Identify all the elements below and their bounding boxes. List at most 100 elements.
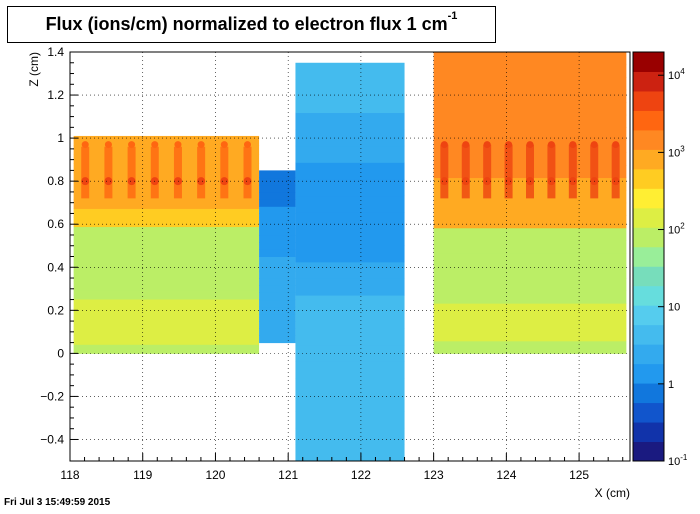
heatmap-cells [73,52,627,462]
heat-cell [259,328,296,336]
x-tick-label: 121 [278,468,298,482]
heat-cell [73,308,260,318]
heat-cell [433,265,627,279]
colorbar-swatch [633,168,664,189]
heat-cell [73,244,260,255]
hotspot [611,177,620,186]
hotspot [590,141,598,149]
x-axis-label: X (cm) [595,486,630,500]
heat-cell [433,64,627,78]
colorbar-swatch [633,71,664,92]
heat-cell [295,162,405,180]
hotspot [197,141,205,149]
heat-cell [295,62,405,80]
colorbar: 10-1 1 10 102 103 104 [632,51,688,468]
heat-cell [73,163,260,173]
heat-cell [73,145,260,155]
heat-cell [433,114,627,128]
y-tick-label: 0 [57,346,64,360]
heat-cell [295,212,405,230]
hotspot [568,177,577,186]
heat-cell [295,427,405,445]
y-tick-label: −0.2 [40,389,64,403]
hotspot [483,177,492,186]
heat-cell [295,228,405,246]
chart-title-text: Flux (ions/cm) normalized to electron fl… [45,14,448,34]
heat-cell [295,112,405,130]
x-tick-label: 118 [60,468,79,482]
hotspot [612,141,620,149]
hotspot [243,177,252,186]
colorbar-border [632,51,665,462]
y-tick-label: 1.4 [47,45,64,59]
heat-cell [295,178,405,197]
hotspot-column [150,146,159,199]
region-right-wall [433,52,627,354]
colorbar-swatch [633,383,664,404]
heat-cell [259,170,296,179]
heat-cell [73,253,260,264]
heat-cell [73,154,260,164]
colorbar-tick-label: 10-1 [668,453,688,468]
hotspot-column [504,144,513,199]
timestamp-footer: Fri Jul 3 15:49:59 2015 [4,497,111,508]
region-central-strip [295,62,405,462]
heat-cell [433,278,627,292]
heat-cell [295,79,405,97]
hotspot [173,177,182,186]
hotspot-column [547,144,556,199]
heat-cell [73,326,260,336]
colorbar-swatch [633,402,664,423]
heat-cell [295,394,405,412]
heat-cell [259,177,296,186]
heat-cell [259,199,296,207]
heat-cell [259,220,296,229]
colorbar-tick-label: 103 [668,144,685,159]
heat-cell [295,145,405,163]
hotspot [547,141,555,149]
heat-cell [259,313,296,322]
hotspot-column [173,146,182,199]
colorbar-swatch [633,441,664,462]
heat-cell [73,344,260,354]
region-left-wall [73,135,260,354]
hotspot-column [197,146,206,199]
heat-cell [259,213,296,222]
y-tick-label: 0.4 [47,260,64,274]
x-tick-label: 119 [133,468,152,482]
hotspot [174,141,182,149]
heat-cell [295,411,405,429]
chart-title: Flux (ions/cm) normalized to electron fl… [8,10,495,35]
heat-cell [433,215,627,229]
heat-cell [295,328,405,346]
colorbar-swatch [633,285,664,306]
hotspot [104,177,113,186]
heat-cell [73,208,260,218]
colorbar-tick-label: 104 [668,67,685,82]
colorbar-swatch [633,207,664,228]
title-box: Flux (ions/cm) normalized to electron fl… [7,6,496,43]
heat-cell [433,227,627,241]
heat-cell [73,226,260,237]
hotspot [127,177,136,186]
colorbar-tick-label: 10 [668,302,680,314]
heat-cell [259,321,296,329]
heat-cell [433,102,627,116]
heat-cell [433,240,627,254]
colorbar-swatch [633,129,664,150]
heat-cell [73,335,260,345]
axes: 118 119 120 121 122 123 124 125 −0.4 −0.2 0 0.2 0.4 0… [27,45,631,500]
x-tick-label: 125 [569,468,589,482]
hotspot [220,177,229,186]
hotspot-column [243,146,252,199]
hotspot-column [590,144,599,199]
heat-cell [259,234,296,243]
colorbar-swatch [633,363,664,384]
hotspot-column [483,144,492,199]
heat-cell [295,245,405,263]
colorbar-swatch [633,90,664,111]
heat-cell [433,127,627,141]
x-tick-label: 123 [424,468,444,482]
heat-cell [259,206,296,214]
heat-cell [295,361,405,379]
